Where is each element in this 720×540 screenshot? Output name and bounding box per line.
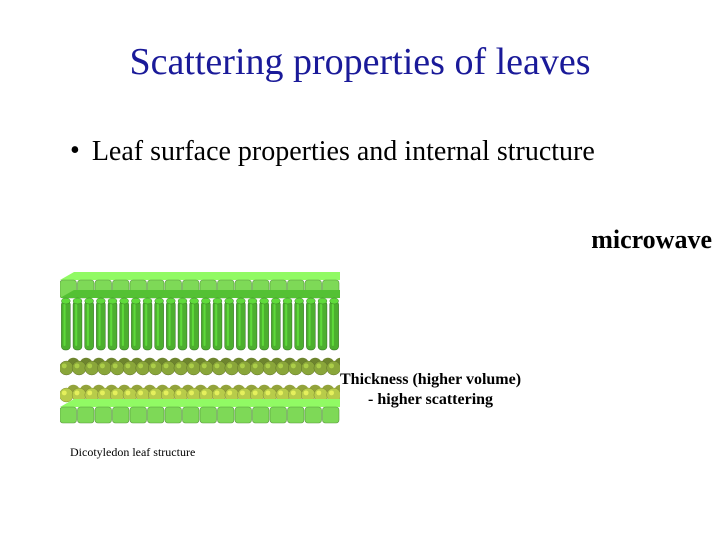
figure-annotation: Thickness (higher volume) - higher scatt… xyxy=(340,370,521,410)
label-microwave: microwave xyxy=(591,225,712,255)
bullet-marker: • xyxy=(70,135,80,167)
figure-caption: Dicotyledon leaf structure xyxy=(70,445,195,460)
slide-title: Scattering properties of leaves xyxy=(0,40,720,84)
leaf-structure-figure xyxy=(60,270,340,435)
bullet-item: • Leaf surface properties and internal s… xyxy=(70,135,680,169)
annotation-line-1: Thickness (higher volume) xyxy=(340,371,521,388)
annotation-line-2: - higher scattering xyxy=(368,391,493,408)
bullet-text: Leaf surface properties and internal str… xyxy=(92,135,595,169)
